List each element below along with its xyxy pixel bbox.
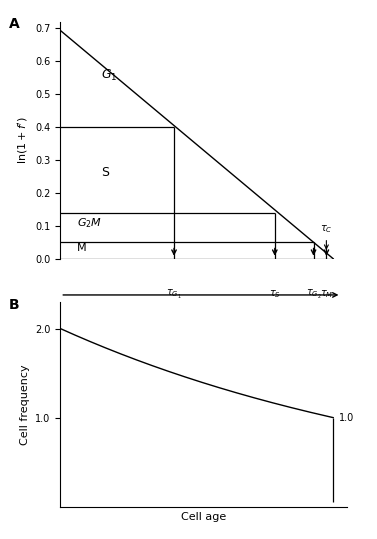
- Text: B: B: [9, 298, 19, 312]
- Text: Time: Time: [150, 312, 178, 321]
- Text: $\tau_C$: $\tau_C$: [320, 223, 333, 249]
- Y-axis label: $\ln(1+f')$: $\ln(1+f')$: [16, 116, 30, 164]
- Y-axis label: Cell frequency: Cell frequency: [20, 364, 30, 445]
- Text: $\tau_M$: $\tau_M$: [320, 288, 333, 300]
- Text: 1.0: 1.0: [339, 413, 354, 423]
- Text: $G_1$: $G_1$: [101, 68, 118, 84]
- Text: $\tau_S$: $\tau_S$: [269, 288, 281, 300]
- Text: A: A: [9, 17, 20, 31]
- Text: $\tau_{G_2}$: $\tau_{G_2}$: [306, 288, 321, 301]
- X-axis label: Cell age: Cell age: [181, 512, 226, 522]
- Text: S: S: [101, 167, 109, 179]
- Text: $\tau_{G_1}$: $\tau_{G_1}$: [166, 288, 182, 301]
- Text: M: M: [77, 244, 86, 253]
- Text: $G_2M$: $G_2M$: [77, 216, 102, 230]
